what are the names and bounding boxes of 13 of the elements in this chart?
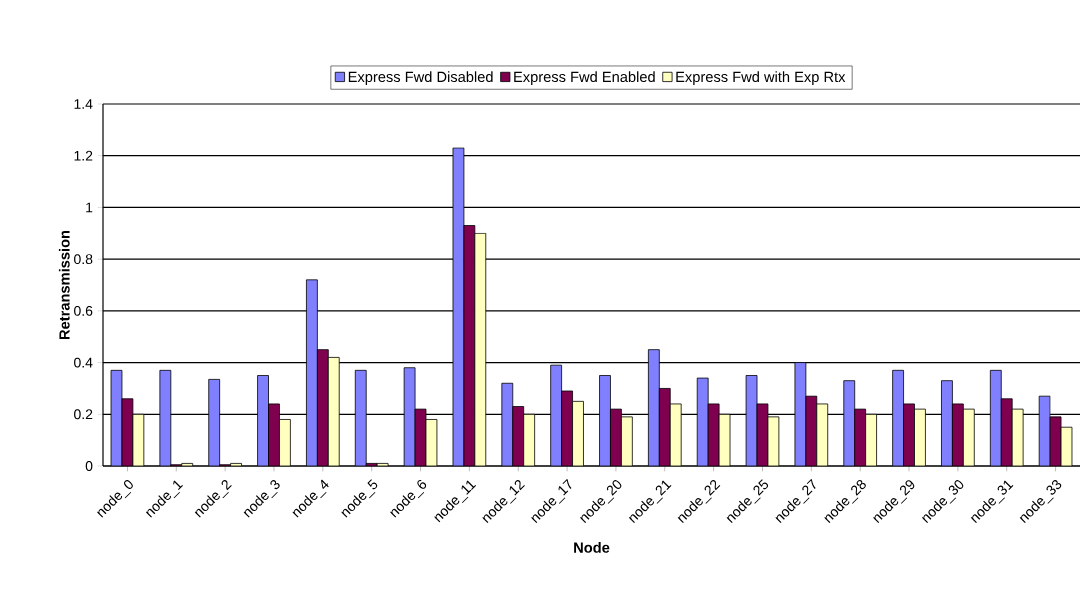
y-tick-label: 0.4 [74, 357, 93, 368]
y-tick-label: 1.2 [74, 150, 93, 161]
y-axis-title: Retransmission [58, 230, 70, 340]
y-tick-label: 0 [85, 461, 93, 471]
y-tick-label: 0.8 [74, 254, 93, 265]
legend-label: Express Fwd with Exp Rtx [676, 71, 846, 85]
y-tick-label: 1.4 [74, 99, 93, 109]
x-axis-title: Node [574, 542, 610, 553]
y-tick-label: 0.6 [74, 305, 93, 316]
legend-label: Express Fwd Disabled [348, 71, 493, 85]
y-tick-label: 1 [86, 202, 93, 213]
y-tick-label: 0.2 [74, 409, 93, 420]
legend-label: Express Fwd Enabled [514, 71, 655, 85]
